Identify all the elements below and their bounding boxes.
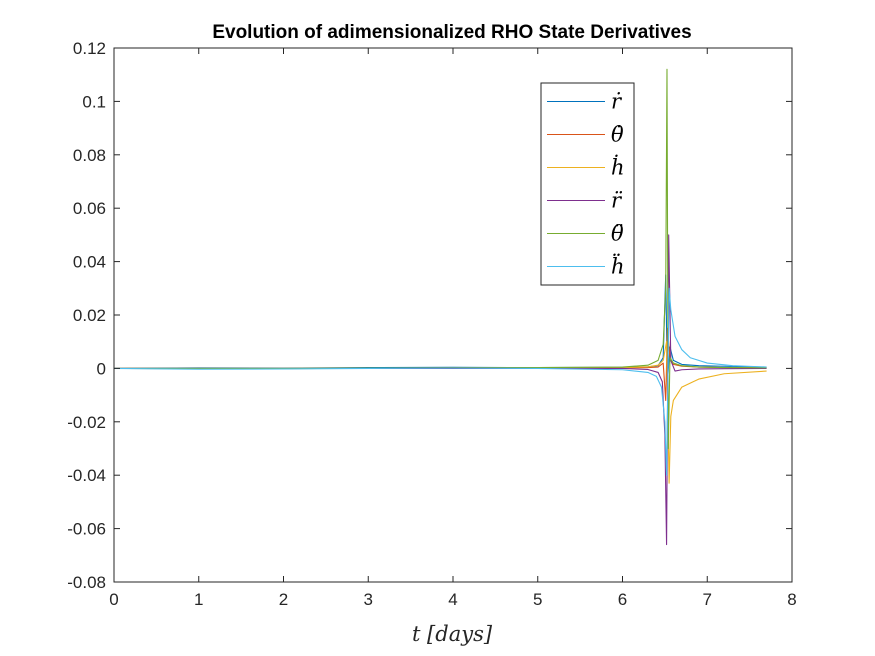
plot-area bbox=[113, 48, 792, 582]
x-tick-label: 6 bbox=[618, 590, 627, 609]
x-axis-label: t [days] bbox=[412, 622, 493, 646]
x-tick-label: 8 bbox=[787, 590, 796, 609]
y-tick-label: 0 bbox=[97, 359, 106, 378]
legend-label-3: ḣ bbox=[611, 156, 625, 180]
legend-box bbox=[540, 82, 635, 286]
legend-label-4: r̈ bbox=[611, 189, 623, 213]
y-tick-label: 0.06 bbox=[73, 199, 106, 218]
x-tick-label: 4 bbox=[448, 590, 457, 609]
chart-title: Evolution of adimensionalized RHO State … bbox=[212, 22, 691, 43]
plot-background bbox=[114, 48, 792, 582]
y-tick-label: -0.02 bbox=[67, 413, 106, 432]
y-tick-label: -0.08 bbox=[67, 573, 106, 592]
x-tick-label: 0 bbox=[109, 590, 118, 609]
legend-label-2: θ̇ bbox=[611, 123, 624, 147]
y-tick-label: -0.06 bbox=[67, 520, 106, 539]
legend-label-5: θ̈ bbox=[611, 222, 624, 246]
legend-label-1: ṙ bbox=[611, 90, 623, 114]
x-tick-label: 1 bbox=[194, 590, 203, 609]
x-tick-label: 7 bbox=[703, 590, 712, 609]
legend: ṙ θ̇ ḣ r̈ θ̈ ḧ bbox=[540, 82, 635, 286]
x-tick-label: 2 bbox=[279, 590, 288, 609]
axes: 0 1 2 3 4 5 6 7 8 -0.08 -0.06 -0.04 -0.02 0 0.02 0.04 0.… bbox=[67, 39, 796, 609]
y-tick-label: -0.04 bbox=[67, 466, 106, 485]
series-line-6 bbox=[113, 287, 767, 476]
y-tick-label: 0.08 bbox=[73, 146, 106, 165]
x-tick-label: 3 bbox=[364, 590, 373, 609]
y-tick-label: 0.12 bbox=[73, 39, 106, 58]
y-tick-label: 0.1 bbox=[82, 92, 106, 111]
y-tick-label: 0.02 bbox=[73, 306, 106, 325]
x-tick-label: 5 bbox=[533, 590, 542, 609]
legend-label-6: ḧ bbox=[611, 255, 625, 279]
y-tick-label: 0.04 bbox=[73, 253, 106, 272]
